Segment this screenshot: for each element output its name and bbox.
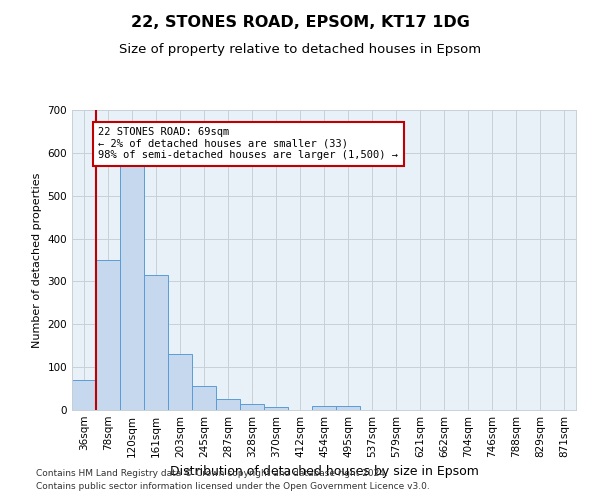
- Bar: [336, 406, 360, 410]
- Text: Contains HM Land Registry data © Crown copyright and database right 2024.: Contains HM Land Registry data © Crown c…: [36, 468, 388, 477]
- Text: Contains public sector information licensed under the Open Government Licence v3: Contains public sector information licen…: [36, 482, 430, 491]
- Bar: [264, 406, 288, 410]
- Bar: [240, 404, 264, 410]
- Bar: [120, 166, 144, 410]
- Bar: [72, 380, 96, 410]
- X-axis label: Distribution of detached houses by size in Epsom: Distribution of detached houses by size …: [170, 466, 478, 478]
- Bar: [216, 400, 240, 410]
- Text: 22, STONES ROAD, EPSOM, KT17 1DG: 22, STONES ROAD, EPSOM, KT17 1DG: [131, 15, 469, 30]
- Text: Size of property relative to detached houses in Epsom: Size of property relative to detached ho…: [119, 42, 481, 56]
- Bar: [312, 406, 336, 410]
- Text: 22 STONES ROAD: 69sqm
← 2% of detached houses are smaller (33)
98% of semi-detac: 22 STONES ROAD: 69sqm ← 2% of detached h…: [98, 127, 398, 160]
- Bar: [168, 354, 192, 410]
- Bar: [192, 386, 216, 410]
- Y-axis label: Number of detached properties: Number of detached properties: [32, 172, 42, 348]
- Bar: [96, 260, 120, 410]
- Bar: [144, 275, 168, 410]
